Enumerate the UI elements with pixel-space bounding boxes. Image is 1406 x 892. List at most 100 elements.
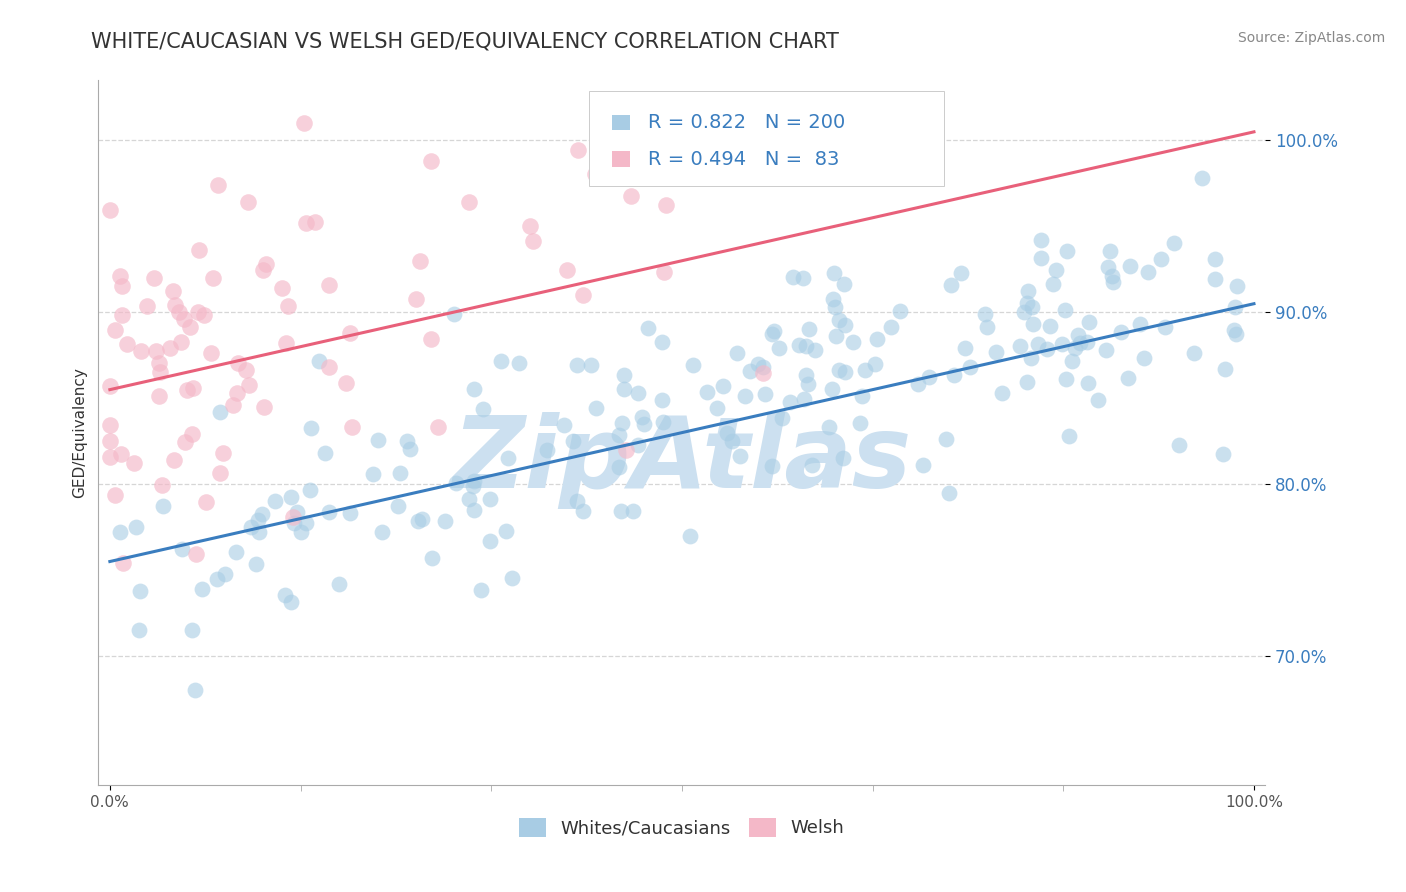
Point [152, 499, 174, 513]
Point [1054, 372, 1077, 386]
Point [782, 270, 804, 285]
Point [339, 506, 361, 520]
Point [1017, 375, 1039, 389]
Point [252, 263, 274, 277]
Point [420, 332, 443, 346]
Point [607, 427, 630, 442]
Point [125, 520, 148, 534]
Point [797, 376, 820, 391]
Point [264, 493, 287, 508]
Point [225, 385, 247, 400]
Point [1057, 428, 1080, 442]
Point [470, 583, 492, 598]
Point [495, 524, 517, 539]
Point [136, 299, 159, 313]
Point [420, 153, 443, 168]
Point [1153, 320, 1175, 334]
Point [855, 363, 877, 377]
Point [880, 320, 903, 334]
Point [193, 308, 215, 322]
Point [463, 382, 485, 396]
Point [222, 398, 245, 412]
Point [572, 288, 595, 302]
Point [1087, 393, 1109, 408]
Point [420, 550, 443, 565]
Point [367, 433, 389, 447]
Point [696, 384, 718, 399]
Point [1119, 259, 1142, 273]
Point [169, 334, 191, 349]
Point [834, 365, 856, 379]
Point [1042, 277, 1064, 291]
Point [104, 487, 127, 501]
Point [1163, 236, 1185, 251]
Point [740, 364, 762, 378]
Point [214, 567, 236, 582]
Point [761, 459, 783, 474]
Point [461, 478, 484, 492]
Legend: Whites/Caucasians, Welsh: Whites/Caucasians, Welsh [510, 809, 853, 847]
Text: ZipAtlas: ZipAtlas [453, 412, 911, 509]
Point [173, 312, 195, 326]
Point [716, 426, 738, 441]
Point [318, 360, 340, 375]
Point [553, 418, 575, 433]
Y-axis label: GED/Equivalency: GED/Equivalency [72, 368, 87, 498]
Point [463, 475, 485, 489]
Point [793, 392, 815, 407]
Point [633, 417, 655, 432]
Point [752, 359, 775, 374]
Point [651, 335, 673, 350]
Point [299, 483, 322, 497]
Point [620, 189, 643, 203]
Point [295, 516, 318, 530]
Text: WHITE/CAUCASIAN VS WELSH GED/EQUIVALENCY CORRELATION CHART: WHITE/CAUCASIAN VS WELSH GED/EQUIVALENCY… [91, 31, 839, 51]
Point [721, 434, 744, 449]
Point [1212, 448, 1234, 462]
Point [181, 381, 204, 395]
Point [315, 446, 337, 460]
Point [866, 332, 889, 346]
Point [252, 507, 274, 521]
Point [271, 281, 294, 295]
Point [457, 195, 479, 210]
Point [918, 370, 941, 384]
Point [652, 415, 675, 429]
Point [387, 500, 409, 514]
Point [427, 420, 450, 434]
Point [536, 443, 558, 458]
Point [1039, 318, 1062, 333]
Point [1150, 252, 1173, 266]
Point [254, 257, 277, 271]
Point [181, 427, 204, 442]
Point [143, 270, 166, 285]
Point [519, 219, 541, 234]
Point [1031, 233, 1053, 247]
Point [304, 215, 326, 229]
Point [583, 167, 606, 181]
Point [328, 576, 350, 591]
Point [212, 446, 235, 460]
FancyBboxPatch shape [612, 152, 630, 167]
Point [295, 216, 318, 230]
Point [941, 278, 963, 293]
Point [610, 503, 633, 517]
Point [627, 386, 650, 401]
Point [730, 450, 752, 464]
Point [1026, 337, 1049, 351]
Point [444, 475, 467, 490]
Point [567, 143, 589, 157]
Point [163, 298, 186, 312]
Point [631, 410, 654, 425]
Point [479, 491, 502, 506]
Text: Source: ZipAtlas.com: Source: ZipAtlas.com [1237, 31, 1385, 45]
Point [129, 584, 152, 599]
Point [339, 326, 361, 341]
Point [621, 504, 644, 518]
Point [579, 358, 602, 372]
Point [115, 336, 138, 351]
Point [98, 434, 121, 448]
Point [277, 299, 299, 313]
Point [434, 514, 457, 528]
Point [395, 434, 418, 448]
